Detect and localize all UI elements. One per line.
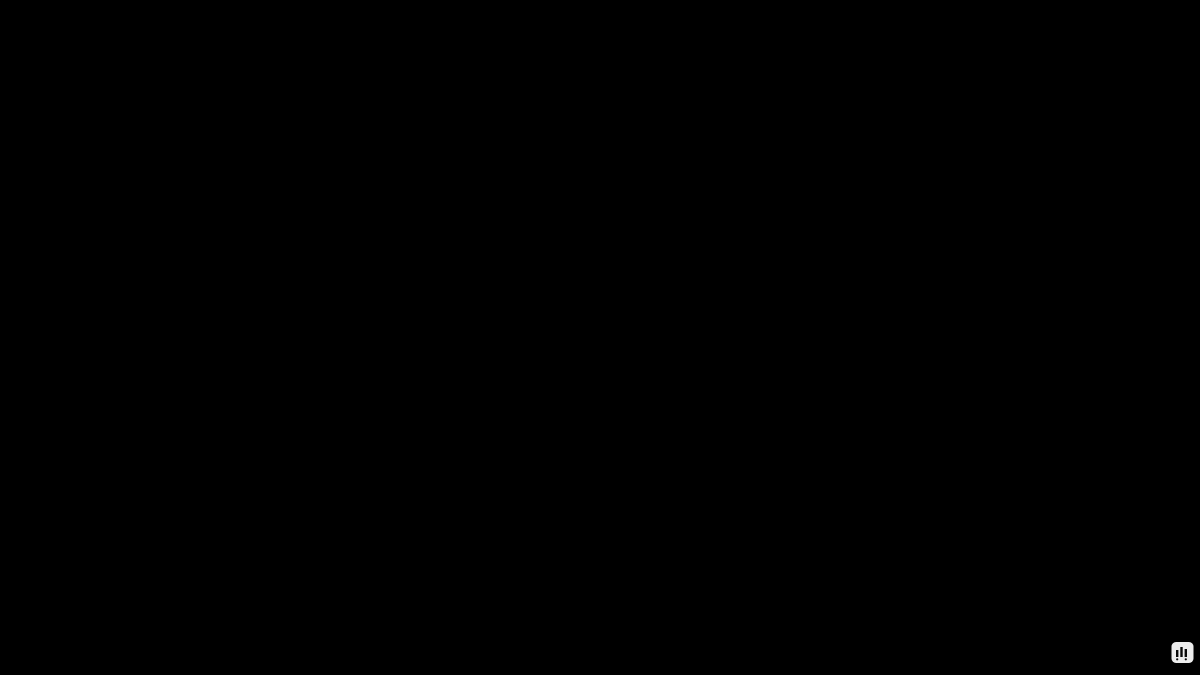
bloomberg-logo (1163, 641, 1194, 664)
legend (8, 92, 25, 102)
bloomberg-terminal-icon (1171, 642, 1194, 663)
annotation-arrow-icon (949, 140, 1053, 150)
record-high-marker-dot (0, 0, 7, 7)
legend-swatch-icon (8, 92, 18, 102)
annotation-all-time-high (0, 0, 1053, 150)
